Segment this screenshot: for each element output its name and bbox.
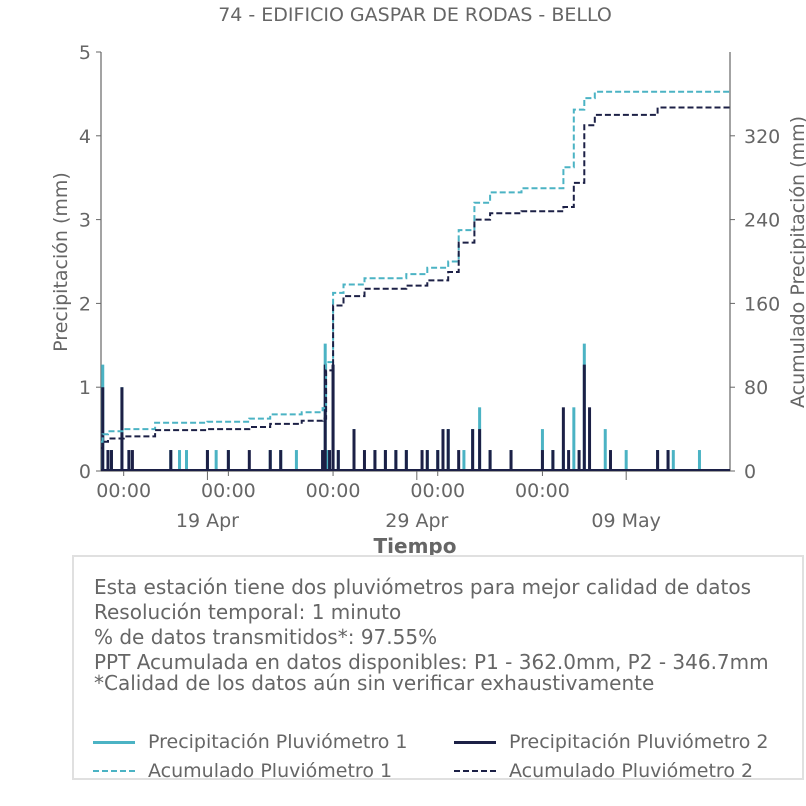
x-minor-tick-label: 00:00: [410, 480, 465, 502]
info-line-1: Esta estación tiene dos pluviómetros par…: [94, 575, 752, 599]
y-right-tick-label: 80: [744, 377, 768, 399]
x-axis-label: Tiempo: [374, 534, 457, 558]
legend-label-p2-acc: Acumulado Pluviómetro 2: [509, 760, 754, 782]
y-left-tick-label: 1: [79, 377, 91, 399]
legend-swatch-p2-bar: [454, 741, 496, 744]
x-major-tick-label: 29 Apr: [385, 510, 448, 532]
x-major-tick-label: 19 Apr: [176, 510, 239, 532]
y-right-tick-label: 0: [744, 461, 756, 483]
legend-swatch-p1-bar: [93, 741, 135, 744]
accumulated-line-p2: [101, 106, 730, 449]
y-left-tick-label: 0: [79, 461, 91, 483]
x-minor-tick-label: 00:00: [96, 480, 151, 502]
y-left-tick-label: 5: [79, 42, 91, 64]
x-minor-tick-label: 00:00: [306, 480, 361, 502]
info-line-3: % de datos transmitidos*: 97.55%: [94, 625, 438, 649]
info-line-4: PPT Acumulada en datos disponibles: P1 -…: [94, 650, 769, 674]
legend-label-p1-bar: Precipitación Pluviómetro 1: [148, 731, 408, 753]
legend-swatch-p2-acc: [454, 770, 496, 772]
x-minor-tick-label: 00:00: [201, 480, 256, 502]
y-left-tick-label: 4: [79, 126, 91, 148]
x-major-tick-label: 09 May: [591, 510, 661, 532]
legend-swatch-p1-acc: [93, 770, 135, 772]
x-minor-tick-label: 00:00: [515, 480, 570, 502]
y-axis-right-label: Acumulado Precipitación (mm): [787, 116, 806, 408]
y-axis-left-label: Precipitación (mm): [50, 172, 72, 352]
y-right-tick-label: 240: [744, 210, 780, 232]
y-left-tick-label: 2: [79, 293, 91, 315]
legend-label-p2-bar: Precipitación Pluviómetro 2: [509, 731, 769, 753]
legend-label-p1-acc: Acumulado Pluviómetro 1: [148, 760, 393, 782]
chart-title: 74 - EDIFICIO GASPAR DE RODAS - BELLO: [218, 4, 612, 26]
y-right-tick-label: 160: [744, 293, 780, 315]
info-line-5: *Calidad de los datos aún sin verificar …: [94, 671, 655, 695]
info-line-2: Resolución temporal: 1 minuto: [94, 600, 402, 624]
accumulated-line-p1: [101, 90, 730, 443]
info-box: Esta estación tiene dos pluviómetros par…: [72, 555, 804, 782]
y-right-tick-label: 320: [744, 126, 780, 148]
y-left-tick-label: 3: [79, 210, 91, 232]
rain-chart: 74 - EDIFICIO GASPAR DE RODAS - BELLO 0 1…: [50, 4, 806, 558]
